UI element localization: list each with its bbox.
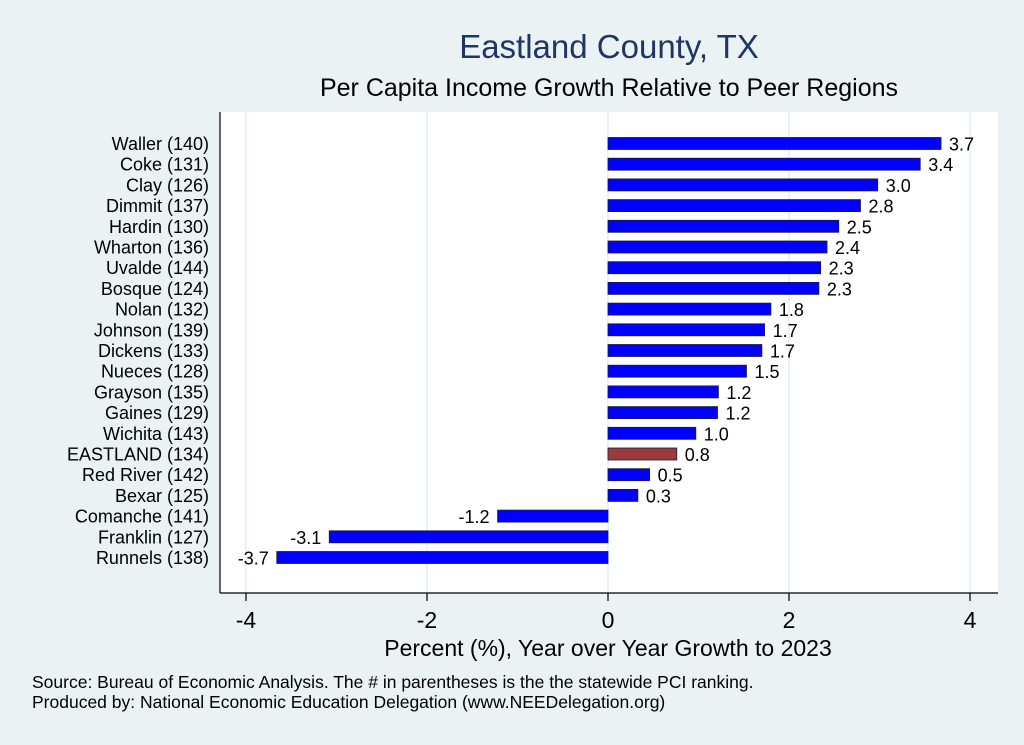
category-label: Hardin (130) [109,217,209,237]
category-label: Bosque (124) [101,279,209,299]
category-label: Uvalde (144) [106,258,209,278]
bar [607,199,861,213]
produced-by-note: Produced by: National Economic Education… [32,692,666,712]
category-label: Coke (131) [120,155,209,175]
bar [607,447,678,461]
category-label: Dimmit (137) [106,196,209,216]
category-label: Wharton (136) [94,238,209,258]
x-axis-label: Percent (%), Year over Year Growth to 20… [384,635,832,661]
category-label: Bexar (125) [115,486,209,506]
value-label: 3.0 [886,176,911,196]
category-label: Gaines (129) [105,403,209,423]
x-tick-label: 0 [602,607,615,633]
value-label: 0.8 [685,445,710,465]
bar [607,240,828,254]
category-label: Wichita (143) [103,424,209,444]
bar [328,530,609,544]
bar [607,364,747,378]
x-tick-label: -2 [417,607,437,633]
value-label: 1.7 [770,342,795,362]
value-label: -3.1 [290,528,321,548]
bar [607,426,697,440]
category-label: Red River (142) [82,465,209,485]
x-tick-label: 4 [964,607,977,633]
bar [607,137,942,150]
source-note: Source: Bureau of Economic Analysis. The… [32,672,754,692]
bar [607,385,719,399]
bar [607,261,822,275]
bar [607,323,765,337]
category-label: Clay (126) [126,175,209,195]
category-label: Dickens (133) [98,341,209,361]
value-label: 1.2 [726,404,751,424]
chart-subtitle: Per Capita Income Growth Relative to Pee… [319,74,899,102]
value-label: 2.3 [829,259,854,279]
bar [607,281,820,295]
bar [607,178,879,192]
bar [607,488,639,502]
bar [607,406,718,420]
category-label: Runnels (138) [96,548,209,568]
value-label: 1.8 [779,300,804,320]
bar [607,219,840,233]
x-tick-label: 2 [783,607,796,633]
value-label: -1.2 [459,507,490,527]
category-label: Waller (140) [112,134,209,154]
value-label: 2.5 [847,217,872,237]
category-label: Grayson (135) [94,382,209,402]
value-label: 1.0 [704,424,729,444]
value-label: 1.2 [726,383,751,403]
category-label: Franklin (127) [98,527,209,547]
bar [607,157,921,171]
category-label: Nolan (132) [115,300,209,320]
value-label: 1.5 [754,362,779,382]
category-labels: Waller (140)Coke (131)Clay (126)Dimmit (… [67,134,209,568]
chart-title: Eastland County, TX [459,28,759,65]
value-label: 1.7 [773,321,798,341]
value-label: 0.3 [646,486,671,506]
value-label: 2.8 [868,197,893,217]
footer: Source: Bureau of Economic Analysis. The… [32,672,753,712]
category-label: EASTLAND (134) [67,445,209,465]
value-label: 0.5 [658,466,683,486]
value-label: 3.7 [949,135,974,155]
value-label: 2.3 [827,279,852,299]
category-label: Comanche (141) [75,507,209,527]
x-ticks: -4 -2 0 2 4 [236,593,977,633]
bar [497,509,609,523]
bar [607,468,651,482]
value-labels: 3.73.43.02.82.52.42.32.31.81.71.71.51.21… [238,135,974,569]
bar [607,302,772,316]
value-label: 3.4 [928,155,953,175]
bars [276,137,942,564]
value-label: -3.7 [238,549,269,569]
bar [276,551,609,564]
x-tick-label: -4 [236,607,257,633]
value-label: 2.4 [835,238,860,258]
category-label: Johnson (139) [94,320,209,340]
bar [607,344,763,357]
category-label: Nueces (128) [101,362,209,382]
